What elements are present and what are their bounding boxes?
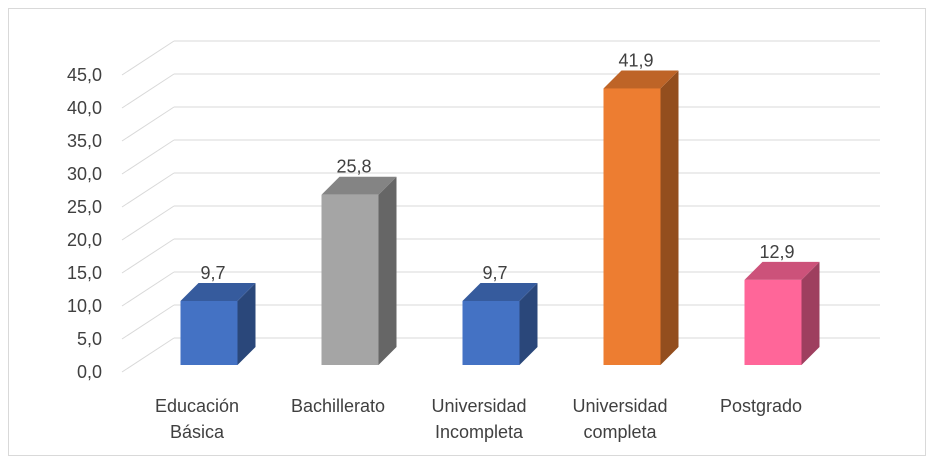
x-tick-label: Postgrado [720,396,802,416]
bar-side [378,176,397,365]
gridline-side [121,271,175,307]
bar-top [603,70,679,89]
y-tick-label: 0,0 [77,362,102,382]
y-tick-label: 25,0 [67,197,102,217]
bar [180,300,238,365]
gridline-side [121,139,175,175]
bar-top [321,176,397,195]
data-label: 25,8 [336,157,371,177]
bar-top [462,282,538,301]
bar-side [519,282,538,365]
y-tick-label: 20,0 [67,230,102,250]
bar-side [660,70,679,366]
gridline-side [121,205,175,241]
y-tick-label: 5,0 [77,329,102,349]
gridline-side [121,238,175,274]
bar-top [180,282,256,301]
y-tick-label: 15,0 [67,263,102,283]
bar-side [801,261,820,365]
bar-side [237,282,256,365]
y-tick-label: 10,0 [67,296,102,316]
gridline-side [121,304,175,340]
data-label: 9,7 [482,263,507,283]
y-tick-label: 35,0 [67,131,102,151]
y-tick-label: 40,0 [67,98,102,118]
x-tick-label: completa [583,422,657,442]
x-tick-label: Universidad [431,396,526,416]
bar [744,279,802,365]
x-tick-label: Bachillerato [291,396,385,416]
data-label: 41,9 [618,50,653,70]
bar [462,300,520,365]
x-tick-label: Incompleta [435,422,524,442]
x-tick-label: Universidad [572,396,667,416]
data-label: 12,9 [759,242,794,262]
gridline-side [121,40,175,76]
bar [603,88,661,366]
bar-top [744,261,820,280]
data-label: 9,7 [200,263,225,283]
gridline-side [121,73,175,109]
gridline-side [121,337,175,373]
y-tick-label: 45,0 [67,65,102,85]
gridline-side [121,106,175,142]
gridline-side [121,172,175,208]
bar [321,194,379,365]
x-tick-label: Educación [155,396,239,416]
y-tick-label: 30,0 [67,164,102,184]
x-tick-label: Básica [170,422,225,442]
